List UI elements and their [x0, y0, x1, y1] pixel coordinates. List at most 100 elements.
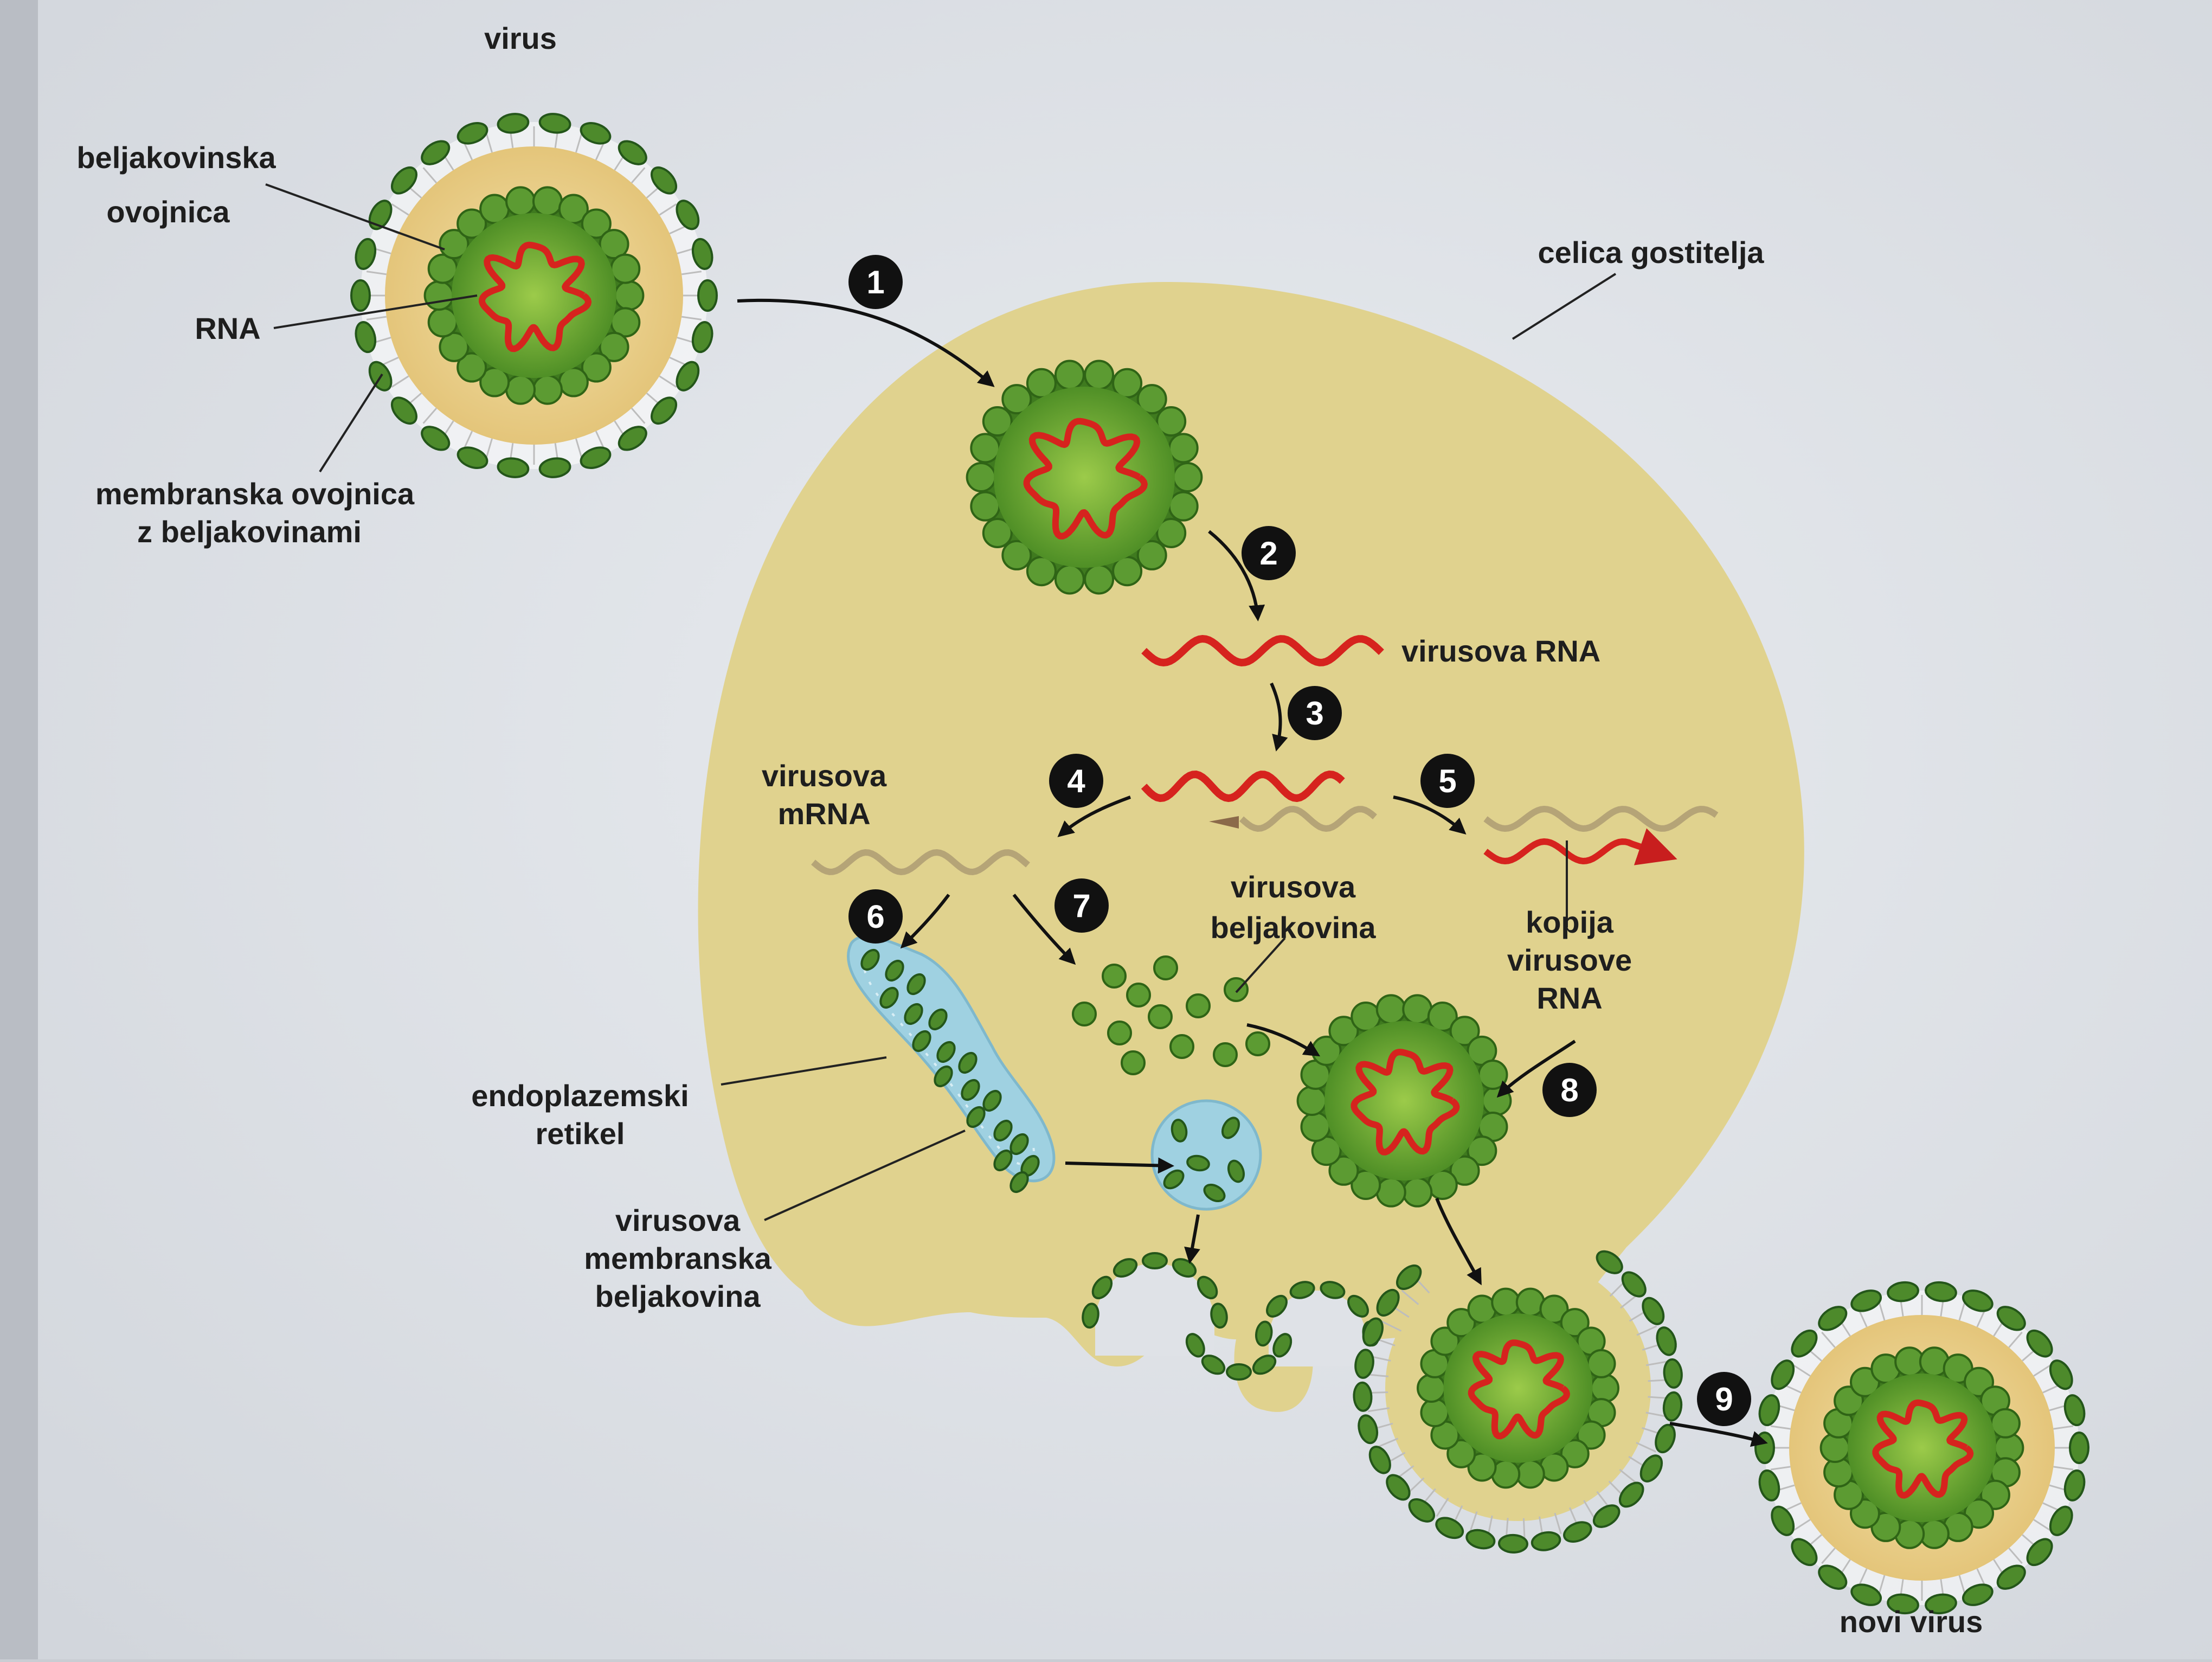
envelope-spoke — [1770, 1425, 1791, 1430]
envelope-spoke — [391, 375, 409, 388]
capsomere — [505, 374, 536, 405]
label-rna-copy-line3: RNA — [1536, 981, 1602, 1015]
envelope-spoke — [463, 141, 473, 161]
viral-protein-bead — [1169, 1034, 1194, 1059]
er-protein — [904, 1003, 923, 1025]
arrow-step-5 — [900, 894, 950, 949]
bud-envelope-protein — [1563, 1521, 1592, 1543]
capsomere — [1172, 462, 1203, 492]
bud-envelope-protein — [1386, 1474, 1411, 1501]
er-protein — [958, 1051, 978, 1074]
envelope-protein — [1996, 1564, 2026, 1590]
envelope-protein — [2049, 1505, 2073, 1536]
bud-spoke — [1583, 1500, 1596, 1520]
er-protein — [1009, 1171, 1029, 1193]
label-membrane-protein-line1: virusova — [615, 1203, 741, 1237]
label-envelope-line1: membranska ovojnica — [95, 477, 415, 511]
capsomere — [505, 186, 536, 217]
step-number-2: 2 — [1259, 535, 1277, 572]
capsomere — [439, 331, 470, 362]
virus-particle — [350, 113, 718, 478]
capsomere — [1156, 517, 1187, 548]
capsomere — [1168, 433, 1199, 464]
step-badge-6 — [848, 889, 903, 944]
envelope-spoke — [422, 407, 438, 424]
capsomere — [970, 433, 1001, 464]
bud-spoke — [1436, 1497, 1449, 1517]
capsomere — [1112, 556, 1143, 587]
capsomere — [1417, 1374, 1446, 1403]
leader-er — [721, 1056, 887, 1086]
capsomere — [1328, 1016, 1359, 1047]
bud-envelope-protein — [1618, 1481, 1644, 1508]
capsomere — [1539, 1294, 1569, 1324]
envelope-protein — [1962, 1583, 1994, 1606]
envelope-protein — [1887, 1593, 1919, 1615]
er-protein — [993, 1149, 1013, 1172]
label-protein-coat-line1: beljakovinska — [76, 140, 276, 175]
capsomere — [610, 253, 641, 284]
label-er-line1: endoplazemski — [471, 1079, 689, 1113]
capsomere — [1990, 1408, 2021, 1439]
er-protein — [936, 1041, 956, 1063]
viral-protein-bead — [1072, 1002, 1097, 1026]
bud-envelope-protein — [1642, 1297, 1665, 1325]
label-rna-copy-line2: virusove — [1507, 943, 1632, 977]
step-badge-5 — [1420, 754, 1475, 808]
envelope-protein — [580, 122, 612, 145]
envelope-protein — [651, 166, 678, 195]
envelope-protein — [1850, 1583, 1882, 1606]
membrane-protein — [1226, 1363, 1252, 1381]
bud-envelope-protein — [1368, 1446, 1391, 1474]
capsomere — [1467, 1135, 1497, 1166]
envelope-spoke — [681, 271, 702, 275]
envelope-spoke — [575, 133, 583, 153]
envelope-spoke — [1792, 1364, 1811, 1377]
envelope-spoke — [1821, 1548, 1836, 1564]
bud-envelope-protein — [1497, 1533, 1528, 1554]
envelope-protein — [676, 200, 700, 230]
envelope-protein — [538, 457, 571, 478]
complementary-strand-arrowhead — [1209, 816, 1239, 829]
capsomere — [1449, 1155, 1480, 1186]
vesicle-protein — [1227, 1159, 1245, 1183]
leader-viral-protein — [1235, 937, 1286, 993]
capsomere — [1446, 1308, 1476, 1338]
envelope-spoke — [1958, 1575, 1966, 1595]
capsomere — [1054, 360, 1085, 390]
label-host-cell: celica gostitelja — [1538, 235, 1764, 269]
rna-copy-strand — [1483, 828, 1677, 865]
membrane-protein — [1320, 1281, 1346, 1299]
envelope-spoke — [659, 375, 677, 388]
leader-membrane-protein — [764, 1130, 966, 1221]
capsomere — [456, 208, 487, 239]
rna-copy-template — [1483, 805, 1719, 832]
assembled-capsid — [1296, 994, 1512, 1208]
envelope-spoke — [2053, 1425, 2074, 1430]
label-envelope-line2: z beljakovinami — [137, 515, 362, 549]
vesicle-protein — [1221, 1116, 1240, 1139]
er-protein — [928, 1008, 948, 1031]
label-membrane-protein-line2: membranska — [584, 1241, 771, 1275]
capsomere — [1560, 1439, 1590, 1468]
genome-rna-icon — [479, 241, 592, 352]
capsomere — [581, 352, 612, 383]
bud-envelope-protein — [1655, 1423, 1676, 1454]
bud-envelope-protein — [1596, 1250, 1623, 1274]
envelope-protein — [691, 238, 713, 270]
free-viral-proteins — [1072, 955, 1270, 1075]
membrane-protein — [1255, 1320, 1273, 1347]
book-gutter — [0, 0, 38, 1659]
envelope-protein — [2026, 1329, 2053, 1358]
viral-protein-bead — [1224, 977, 1249, 1002]
capsomere — [1481, 1086, 1512, 1116]
label-viral-mrna-line1: virusova — [762, 759, 887, 793]
envelope-protein — [1925, 1281, 1957, 1302]
vesicle-protein — [1163, 1169, 1185, 1190]
label-virus: virus — [484, 21, 557, 55]
envelope-protein — [368, 200, 393, 230]
capsomere — [982, 517, 1013, 548]
er-membrane-proteins — [860, 948, 1040, 1193]
step-number-3: 3 — [1306, 695, 1323, 731]
step-number-1: 1 — [866, 264, 884, 300]
